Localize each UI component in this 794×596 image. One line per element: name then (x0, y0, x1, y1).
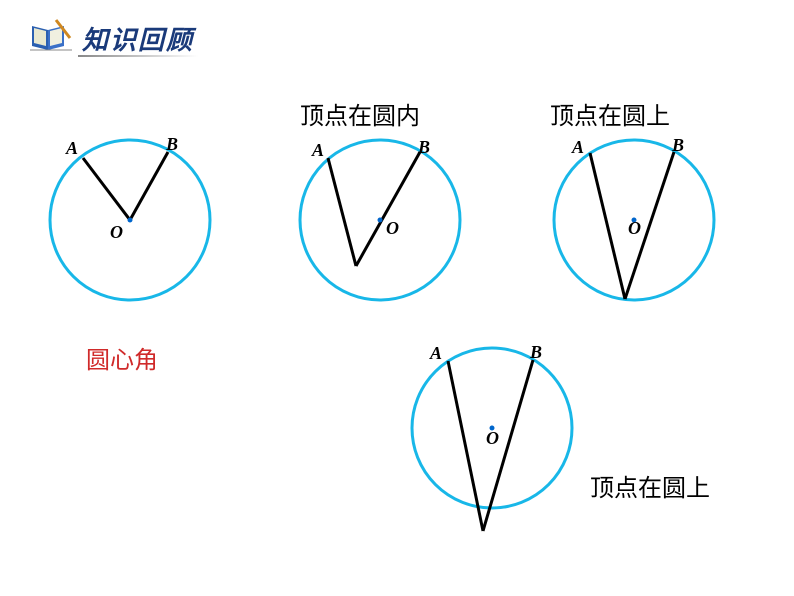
diagram-vertex-on-2 (0, 0, 794, 596)
d4-label-o: O (486, 428, 499, 449)
label-vertex-on-2: 顶点在圆上 (590, 468, 710, 503)
label-central-angle: 圆心角 (86, 340, 158, 375)
label-vertex-on-1: 顶点在圆上 (550, 96, 670, 131)
d4-label-b: B (530, 342, 542, 363)
d4-label-a: A (430, 343, 442, 364)
label-vertex-inside: 顶点在圆内 (300, 96, 420, 131)
